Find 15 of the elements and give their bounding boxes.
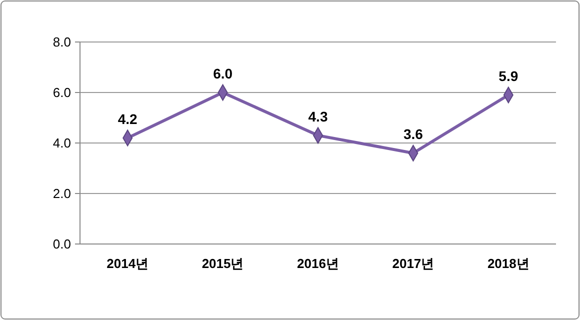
text: 4.3 [308,108,328,124]
text: 5.9 [498,68,518,84]
y-tick-label: 0.0 [52,236,71,252]
x-tick-label: 2016년 [297,256,339,271]
x-tick-label: 2017년 [392,256,434,271]
text: 4.2 [118,110,138,127]
y-tick-label: 4.0 [52,136,71,151]
text: 3.6 [403,126,423,142]
y-tick-label: 2.0 [52,186,71,202]
y-tick-label: 6.0 [52,85,71,100]
x-tick-label: 2018년 [487,256,530,271]
text: 6.0 [213,66,233,82]
y-tick-label: 8.0 [52,34,71,50]
x-tick-label: 2015년 [202,256,244,271]
x-tick-label: 2014년 [106,256,149,271]
